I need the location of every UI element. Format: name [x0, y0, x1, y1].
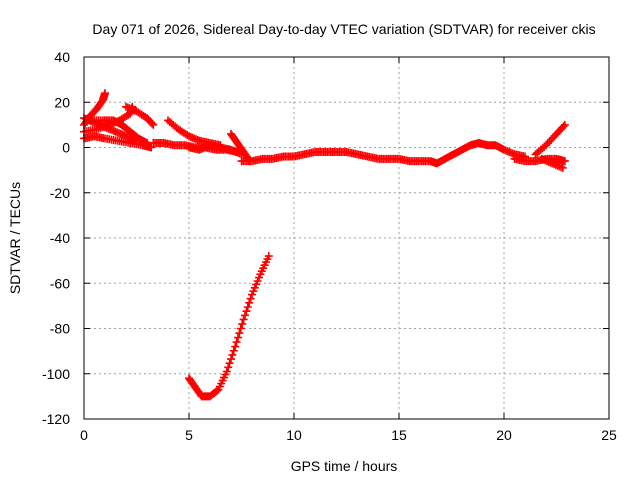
chart-title: Day 071 of 2026, Sidereal Day-to-day VTE…	[92, 21, 595, 37]
data-series-arc-15	[185, 252, 273, 401]
y-tick-label: -120	[42, 411, 70, 427]
data-point	[227, 355, 235, 364]
data-point	[225, 359, 234, 368]
data-point	[245, 298, 254, 307]
data-point	[560, 120, 569, 129]
data-point	[234, 333, 242, 342]
x-tick-label: 15	[391, 427, 407, 443]
data-point	[224, 363, 233, 372]
data-point	[242, 307, 251, 316]
x-axis-label: GPS time / hours	[291, 458, 398, 474]
data-point	[559, 122, 568, 131]
data-series-arc-14	[537, 154, 567, 172]
data-series-arc-4	[80, 132, 156, 152]
data-point	[213, 386, 221, 395]
x-tick-label: 25	[601, 427, 617, 443]
y-tick-label: -40	[50, 230, 70, 246]
data-series-arc-9	[185, 141, 246, 159]
data-point	[229, 346, 238, 355]
data-point	[101, 89, 109, 98]
data-point	[235, 329, 244, 338]
data-point	[558, 163, 567, 172]
data-point	[239, 315, 248, 324]
data-series-arc-5	[86, 116, 151, 147]
data-series-arc-11	[237, 138, 529, 168]
data-point	[231, 342, 240, 351]
y-tick-label: -100	[42, 366, 70, 382]
y-tick-label: -20	[50, 185, 70, 201]
y-tick-label: 20	[54, 94, 70, 110]
data-series-arc-13	[531, 120, 569, 159]
data-point	[264, 252, 273, 261]
grid-lines	[84, 57, 609, 419]
data-point	[148, 119, 157, 128]
y-tick-label: 0	[62, 140, 70, 156]
data-point	[236, 324, 245, 333]
data-point	[241, 311, 249, 320]
y-tick-label: 40	[54, 49, 70, 65]
data-point	[147, 143, 156, 152]
data-point	[149, 120, 158, 129]
y-axis-label: SDTVAR / TECUs	[7, 182, 23, 294]
data-series	[80, 89, 569, 401]
y-tick-label: -80	[50, 321, 70, 337]
x-tick-label: 0	[80, 427, 88, 443]
data-point	[246, 294, 255, 303]
x-tick-label: 10	[286, 427, 302, 443]
axis-ticks: 0 5 10 15 20 25 -120 -100 -80 -60 -40 -20 0 20 40	[42, 49, 617, 443]
data-point	[238, 319, 247, 328]
x-tick-label: 5	[185, 427, 193, 443]
data-point	[243, 303, 252, 312]
data-point	[222, 367, 231, 376]
data-series-arc-10	[227, 129, 254, 166]
x-tick-label: 20	[496, 427, 512, 443]
data-point	[228, 350, 237, 359]
data-series-arc-6	[122, 102, 158, 129]
data-point	[232, 338, 241, 347]
data-point	[560, 157, 569, 166]
y-tick-label: -60	[50, 275, 70, 291]
